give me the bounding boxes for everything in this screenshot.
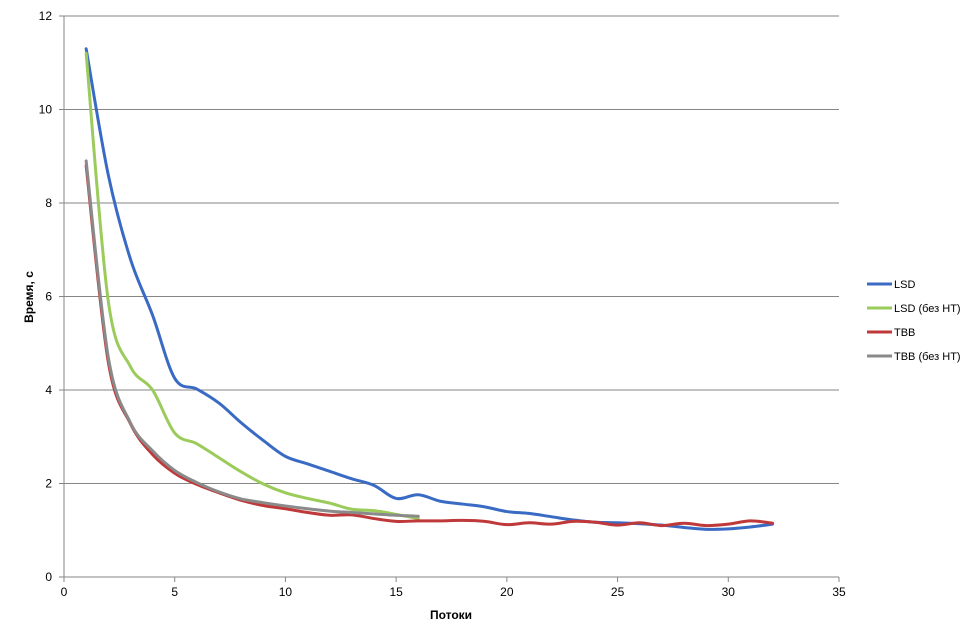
y-tick-label: 12 bbox=[39, 9, 53, 23]
x-tick-label: 15 bbox=[389, 585, 403, 599]
y-tick-label: 2 bbox=[45, 477, 52, 491]
y-axis-title: Время, с bbox=[22, 271, 36, 323]
y-tick-label: 10 bbox=[39, 103, 53, 117]
legend: LSD LSD (без HT) TBB TBB (без HT) bbox=[867, 279, 961, 363]
y-tick-label: 0 bbox=[45, 570, 52, 584]
legend-label: TBB (без HT) bbox=[894, 351, 961, 363]
series-line-lsd-ht bbox=[84, 51, 420, 521]
series-line-tbb-ht bbox=[84, 159, 420, 518]
x-axis-title: Потоки bbox=[430, 608, 472, 622]
x-tick-label: 5 bbox=[171, 585, 178, 599]
x-tick-label: 20 bbox=[500, 585, 514, 599]
x-tick-labels: 0 5 10 15 20 25 30 35 bbox=[61, 585, 846, 599]
axes bbox=[59, 15, 840, 582]
x-tick-label: 25 bbox=[611, 585, 625, 599]
series-lines bbox=[84, 47, 775, 531]
series-line-tbb bbox=[84, 164, 775, 528]
y-tick-label: 4 bbox=[45, 383, 52, 397]
y-tick-label: 6 bbox=[45, 290, 52, 304]
y-tick-labels: 0 2 4 6 8 10 12 bbox=[39, 9, 53, 584]
gridlines bbox=[64, 15, 839, 484]
y-tick-label: 8 bbox=[45, 196, 52, 210]
x-tick-label: 30 bbox=[722, 585, 736, 599]
legend-label: LSD (без HT) bbox=[894, 303, 961, 315]
legend-label: TBB bbox=[894, 327, 915, 339]
legend-label: LSD bbox=[894, 279, 915, 291]
x-tick-label: 10 bbox=[279, 585, 293, 599]
x-tick-label: 35 bbox=[832, 585, 846, 599]
x-tick-label: 0 bbox=[61, 585, 68, 599]
